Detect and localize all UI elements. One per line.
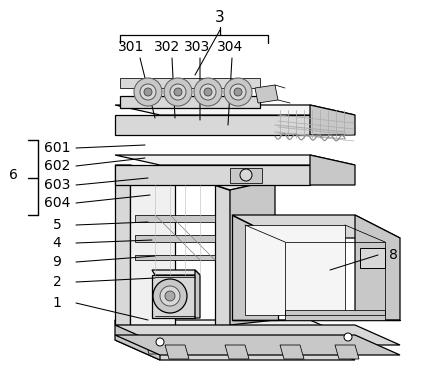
Text: 3: 3 xyxy=(215,11,225,25)
Polygon shape xyxy=(355,215,400,320)
Text: 1: 1 xyxy=(53,296,62,310)
Polygon shape xyxy=(152,270,200,275)
Polygon shape xyxy=(310,340,332,354)
Text: 9: 9 xyxy=(53,255,62,269)
Polygon shape xyxy=(115,320,160,360)
Polygon shape xyxy=(215,175,275,190)
Text: 2: 2 xyxy=(53,275,62,289)
Polygon shape xyxy=(115,340,355,360)
Polygon shape xyxy=(115,335,400,355)
Circle shape xyxy=(224,78,252,106)
Polygon shape xyxy=(115,325,400,345)
Circle shape xyxy=(194,78,222,106)
Polygon shape xyxy=(115,105,355,115)
Polygon shape xyxy=(120,96,260,108)
Circle shape xyxy=(200,84,216,100)
Text: 602: 602 xyxy=(44,159,70,173)
Text: 302: 302 xyxy=(154,40,180,54)
Polygon shape xyxy=(255,85,278,103)
Circle shape xyxy=(230,84,246,100)
Polygon shape xyxy=(285,310,385,320)
Polygon shape xyxy=(165,345,189,359)
Polygon shape xyxy=(310,155,355,185)
Circle shape xyxy=(164,78,192,106)
Circle shape xyxy=(153,279,187,313)
Polygon shape xyxy=(152,275,195,318)
Circle shape xyxy=(344,333,352,341)
Text: 601: 601 xyxy=(44,141,70,155)
Text: 5: 5 xyxy=(53,218,62,232)
Polygon shape xyxy=(215,185,230,325)
Circle shape xyxy=(144,88,152,96)
Text: 6: 6 xyxy=(8,168,17,182)
Polygon shape xyxy=(225,345,249,359)
Circle shape xyxy=(234,88,242,96)
Text: 303: 303 xyxy=(184,40,210,54)
Text: 8: 8 xyxy=(389,248,397,262)
Polygon shape xyxy=(245,225,345,315)
Circle shape xyxy=(170,84,186,100)
Polygon shape xyxy=(115,320,355,340)
Polygon shape xyxy=(115,115,310,135)
Polygon shape xyxy=(230,180,275,325)
Polygon shape xyxy=(335,345,359,359)
Polygon shape xyxy=(115,155,355,165)
Polygon shape xyxy=(115,165,175,175)
Polygon shape xyxy=(310,105,355,135)
Polygon shape xyxy=(120,78,260,88)
Polygon shape xyxy=(260,340,282,354)
Text: 603: 603 xyxy=(44,178,70,192)
Polygon shape xyxy=(135,215,215,222)
Polygon shape xyxy=(115,165,310,185)
Circle shape xyxy=(165,291,175,301)
Text: 4: 4 xyxy=(53,236,62,250)
Polygon shape xyxy=(230,168,262,183)
Circle shape xyxy=(240,169,252,181)
Polygon shape xyxy=(145,340,167,354)
Polygon shape xyxy=(280,345,304,359)
Circle shape xyxy=(204,88,212,96)
Polygon shape xyxy=(115,165,130,325)
Circle shape xyxy=(140,84,156,100)
Polygon shape xyxy=(232,215,400,238)
Text: 301: 301 xyxy=(118,40,144,54)
Circle shape xyxy=(160,286,180,306)
Polygon shape xyxy=(205,340,227,354)
Polygon shape xyxy=(195,270,200,318)
Text: 604: 604 xyxy=(44,196,70,210)
Polygon shape xyxy=(135,255,215,260)
Polygon shape xyxy=(360,248,385,268)
Circle shape xyxy=(174,88,182,96)
Polygon shape xyxy=(135,235,215,242)
Polygon shape xyxy=(232,215,278,320)
Polygon shape xyxy=(130,175,175,325)
Text: 304: 304 xyxy=(217,40,243,54)
Circle shape xyxy=(156,338,164,346)
Circle shape xyxy=(134,78,162,106)
